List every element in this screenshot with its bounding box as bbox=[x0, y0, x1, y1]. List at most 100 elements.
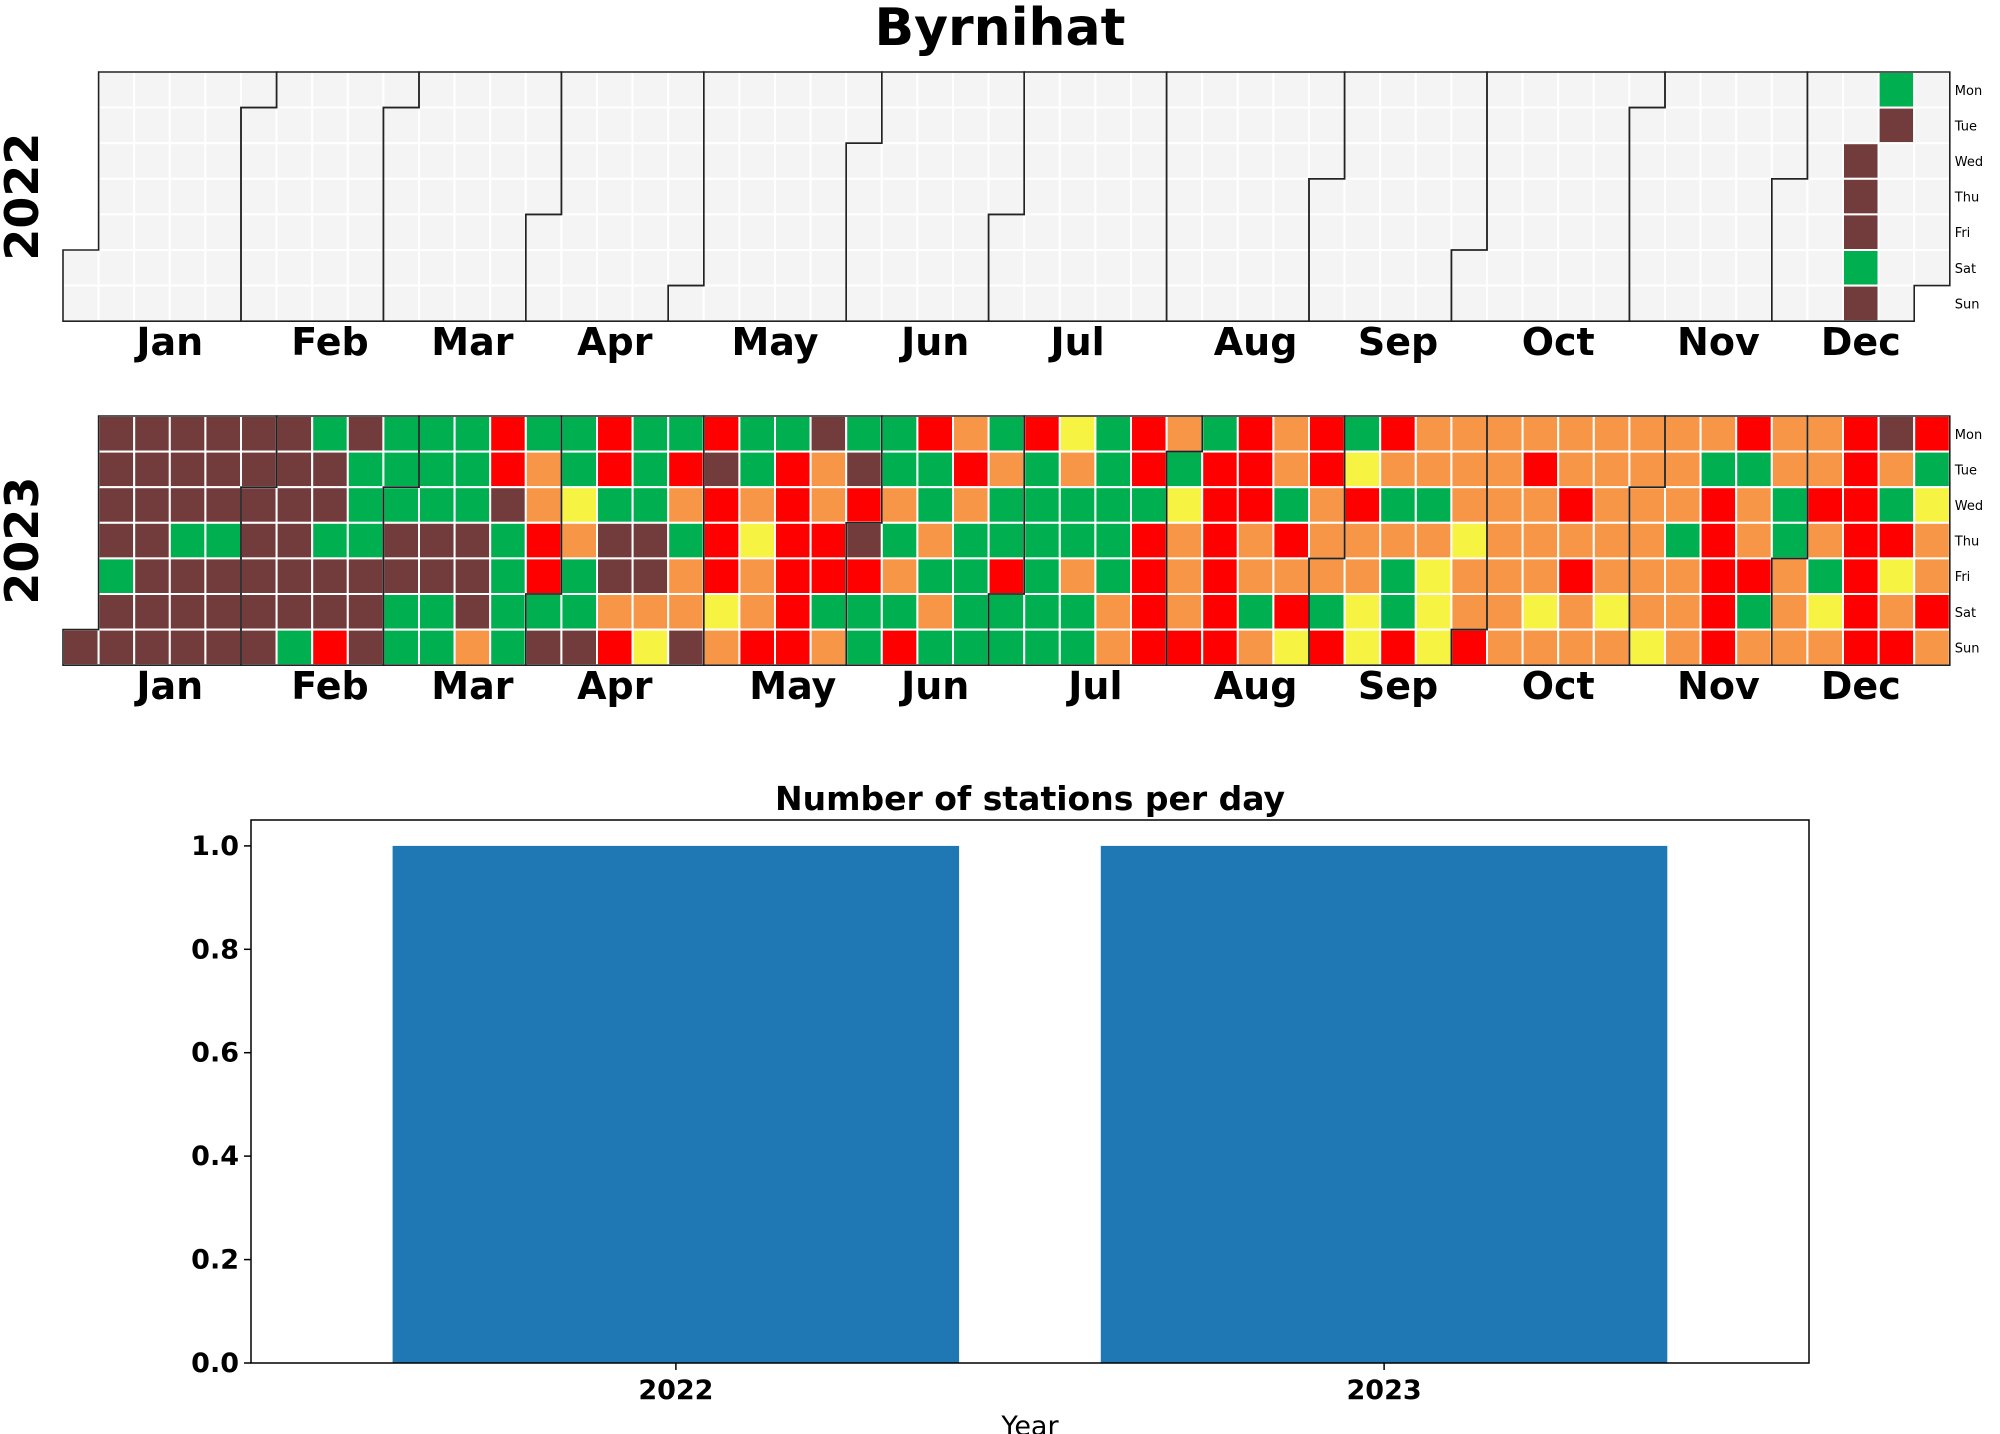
day-cell bbox=[1806, 284, 1845, 323]
day-cell bbox=[1308, 177, 1346, 216]
year-label: 2022 bbox=[0, 133, 49, 261]
day-cell bbox=[1699, 71, 1738, 109]
day-cell bbox=[311, 106, 349, 145]
day-cell bbox=[1414, 213, 1453, 251]
day-cell bbox=[133, 71, 171, 109]
day-cell bbox=[1414, 142, 1453, 180]
day-cell bbox=[1236, 486, 1275, 524]
day-cell bbox=[168, 593, 207, 631]
day-cell bbox=[1094, 106, 1133, 145]
day-cell bbox=[346, 593, 385, 631]
day-cell bbox=[1130, 284, 1168, 323]
day-cell bbox=[809, 284, 848, 323]
weekday-label: Sun bbox=[1955, 297, 1980, 312]
day-cell bbox=[1201, 593, 1239, 631]
day-cell bbox=[1201, 284, 1239, 323]
day-cell bbox=[1414, 521, 1453, 560]
day-cell bbox=[738, 71, 777, 109]
day-cell bbox=[418, 450, 456, 489]
day-cell bbox=[1165, 71, 1204, 109]
day-cell bbox=[1628, 71, 1667, 109]
day-cell bbox=[1521, 557, 1560, 596]
day-cell bbox=[204, 71, 242, 109]
day-cell bbox=[1201, 557, 1239, 596]
day-cell bbox=[916, 557, 955, 596]
day-cell bbox=[62, 249, 100, 287]
day-cell bbox=[346, 486, 385, 524]
day-cell bbox=[1806, 249, 1845, 287]
day-cell bbox=[1699, 486, 1738, 524]
day-cell bbox=[1592, 415, 1631, 453]
day-cell bbox=[1094, 450, 1133, 489]
day-cell bbox=[1343, 71, 1382, 109]
day-cell bbox=[1664, 557, 1702, 596]
day-cell bbox=[1236, 521, 1275, 560]
day-cell bbox=[1806, 106, 1845, 145]
day-cell bbox=[346, 450, 385, 489]
weekday-label: Sat bbox=[1955, 606, 1976, 621]
day-cell bbox=[1842, 593, 1880, 631]
day-cell bbox=[1842, 628, 1880, 667]
day-cell bbox=[916, 213, 955, 251]
day-cell bbox=[702, 142, 741, 180]
day-cell bbox=[916, 450, 955, 489]
day-cell bbox=[204, 142, 242, 180]
day-cell bbox=[382, 593, 420, 631]
day-cell bbox=[418, 521, 456, 560]
day-cell bbox=[702, 486, 741, 524]
day-cell bbox=[275, 415, 314, 453]
day-cell bbox=[774, 450, 812, 489]
day-cell bbox=[453, 628, 492, 667]
day-cell bbox=[1521, 486, 1560, 524]
day-cell bbox=[524, 415, 563, 453]
day-cell bbox=[1913, 521, 1951, 560]
day-cell bbox=[560, 486, 599, 524]
day-cell bbox=[1308, 486, 1346, 524]
day-cell bbox=[702, 628, 741, 667]
day-cell bbox=[880, 284, 919, 323]
day-cell bbox=[1130, 177, 1168, 216]
day-cell bbox=[1557, 213, 1595, 251]
day-cell bbox=[346, 415, 385, 453]
day-cell bbox=[1379, 628, 1417, 667]
day-cell bbox=[1165, 486, 1204, 524]
day-cell bbox=[845, 177, 883, 216]
month-label: Jun bbox=[898, 320, 969, 364]
day-cell bbox=[1557, 450, 1595, 489]
day-cell bbox=[418, 557, 456, 596]
day-cell bbox=[631, 628, 670, 667]
day-cell bbox=[275, 213, 314, 251]
day-cell bbox=[560, 249, 599, 287]
day-cell bbox=[738, 213, 777, 251]
day-cell bbox=[1557, 249, 1595, 287]
day-cell bbox=[204, 284, 242, 323]
day-cell bbox=[1094, 71, 1133, 109]
day-cell bbox=[1664, 142, 1702, 180]
day-cell bbox=[1806, 415, 1845, 453]
day-cell bbox=[1343, 177, 1382, 216]
day-cell bbox=[1521, 106, 1560, 145]
day-cell bbox=[1130, 593, 1168, 631]
day-cell bbox=[1557, 486, 1595, 524]
day-cell bbox=[952, 415, 990, 453]
day-cell bbox=[596, 142, 634, 180]
day-cell bbox=[667, 415, 705, 453]
day-cell bbox=[382, 521, 420, 560]
day-cell bbox=[702, 249, 741, 287]
day-cell bbox=[774, 557, 812, 596]
day-cell bbox=[1913, 106, 1951, 145]
axes-frame bbox=[250, 819, 1810, 1364]
day-cell bbox=[133, 213, 171, 251]
day-cell bbox=[346, 557, 385, 596]
day-cell bbox=[880, 486, 919, 524]
day-cell bbox=[952, 593, 990, 631]
day-cell bbox=[524, 628, 563, 667]
day-cell bbox=[240, 628, 278, 667]
day-cell bbox=[1130, 106, 1168, 145]
day-cell bbox=[774, 521, 812, 560]
day-cell bbox=[168, 177, 207, 216]
day-cell bbox=[1236, 213, 1275, 251]
day-cell bbox=[1486, 628, 1524, 667]
day-cell bbox=[1699, 521, 1738, 560]
